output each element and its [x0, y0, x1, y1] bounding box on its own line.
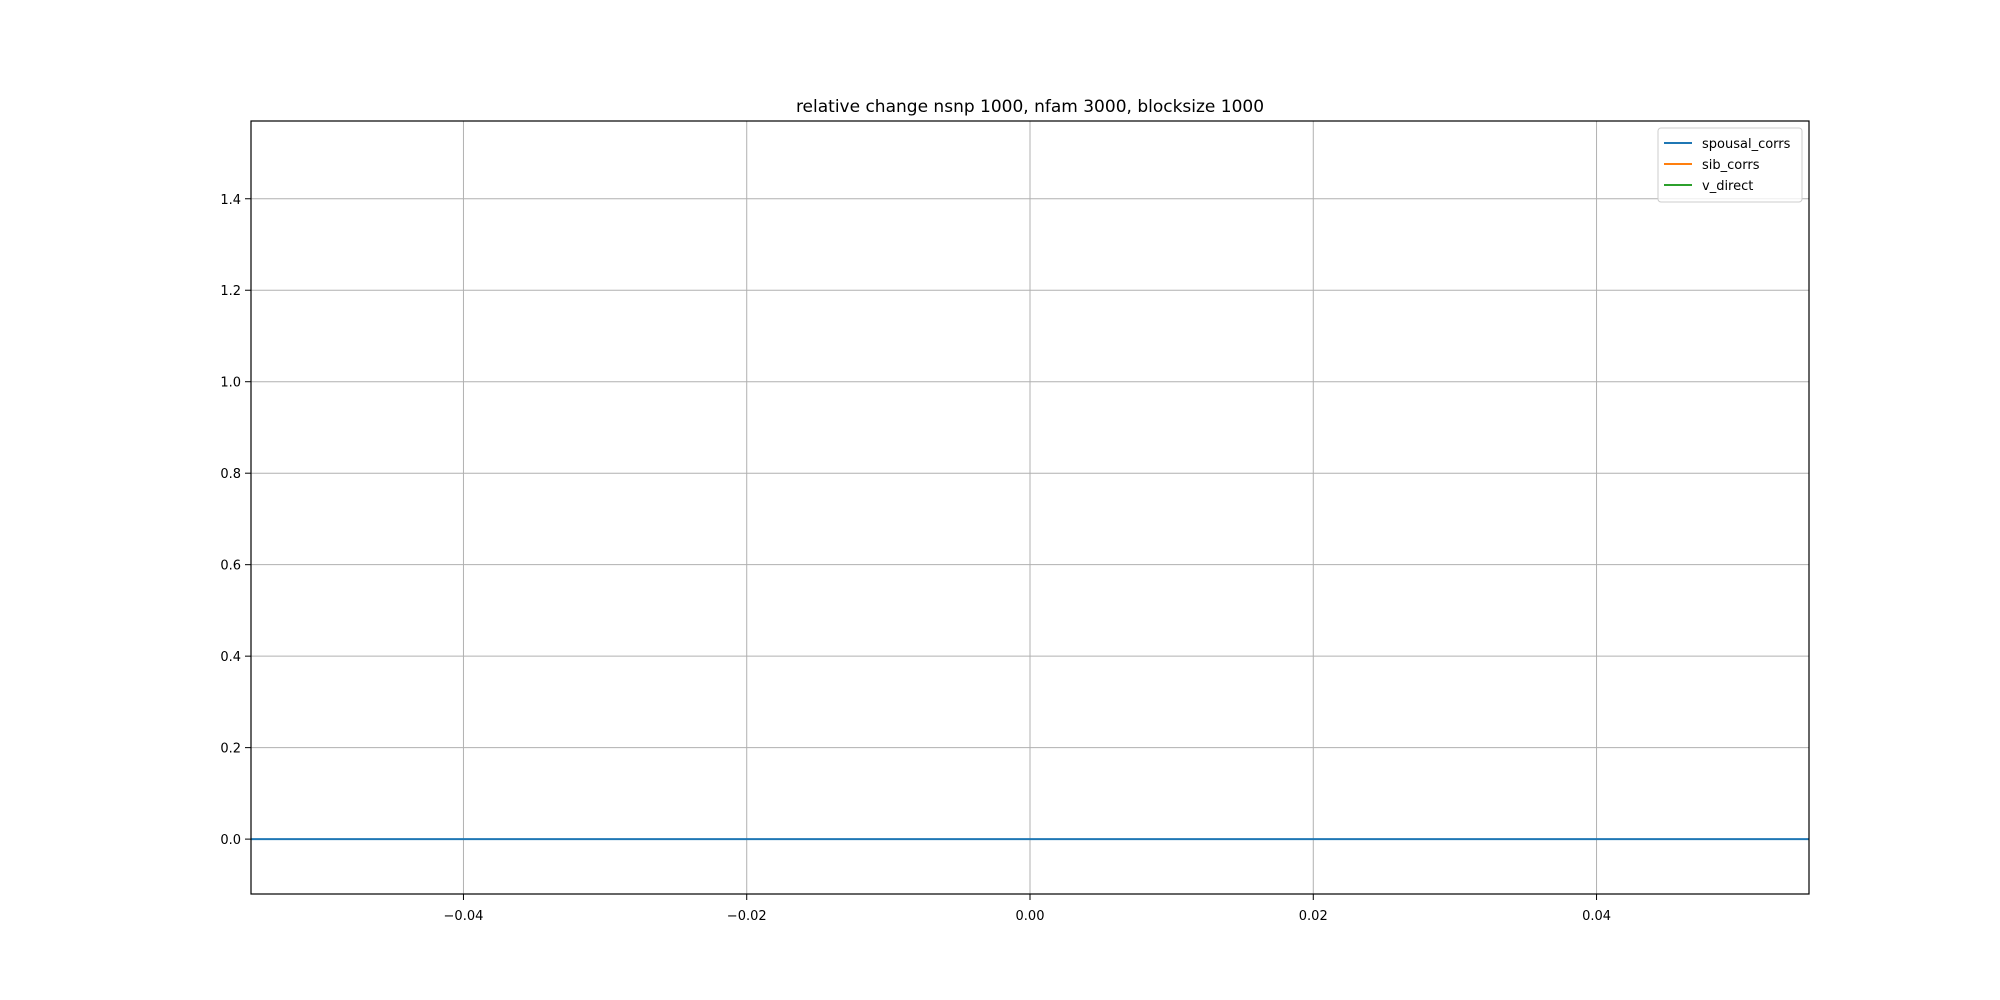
- x-tick-label: −0.02: [727, 909, 767, 924]
- y-tick-label: 0.0: [220, 833, 241, 848]
- y-tick-label: 1.0: [220, 376, 241, 391]
- x-tick-label: 0.04: [1582, 909, 1611, 924]
- y-tick-label: 0.8: [220, 467, 241, 482]
- legend-label: v_direct: [1702, 179, 1753, 194]
- legend: spousal_corrs sib_corrs v_direct: [1657, 127, 1803, 203]
- legend-box: [1657, 127, 1803, 203]
- legend-label: spousal_corrs: [1702, 137, 1791, 152]
- y-tick-label: 1.4: [220, 193, 241, 208]
- y-tick-label: 0.2: [220, 742, 241, 757]
- plot-area: −0.04 −0.02 0.00 0.02 0.04 0.0 0.2 0.4 0.6 0.8 1.0…: [220, 120, 1810, 924]
- y-tick-label: 0.6: [220, 559, 241, 574]
- y-tick-label: 0.4: [220, 650, 241, 665]
- x-tick-label: 0.00: [1016, 909, 1045, 924]
- legend-label: sib_corrs: [1702, 158, 1760, 173]
- x-tick-label: 0.02: [1299, 909, 1328, 924]
- x-tick-label: −0.04: [444, 909, 484, 924]
- y-tick-label: 1.2: [220, 284, 241, 299]
- chart-title: relative change nsnp 1000, nfam 3000, bl…: [796, 97, 1264, 117]
